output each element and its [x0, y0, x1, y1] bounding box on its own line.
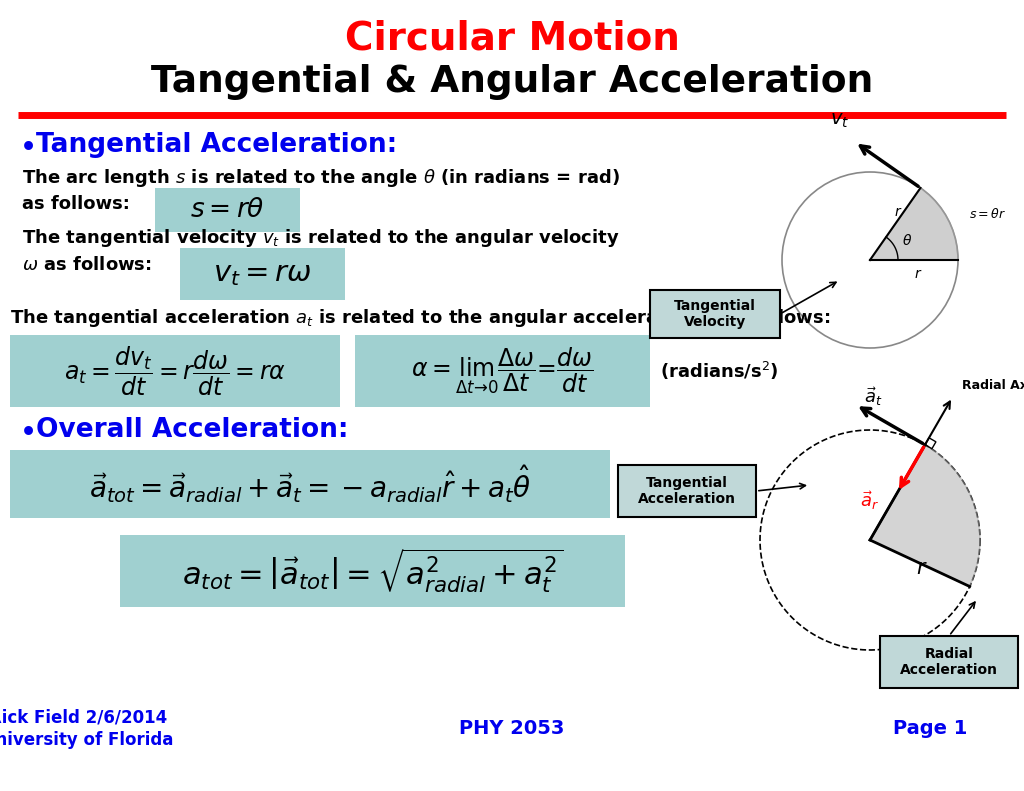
Bar	[618, 465, 756, 517]
Text: $s = \theta r$: $s = \theta r$	[969, 206, 1006, 221]
Text: as follows:: as follows:	[22, 195, 130, 213]
Text: $\vec{a}_t$: $\vec{a}_t$	[863, 385, 883, 408]
Text: $\bullet$: $\bullet$	[18, 131, 34, 160]
Text: $a_{tot} = \left|\vec{a}_{tot}\right| = \sqrt{a_{radial}^2 + a_t^2}$: $a_{tot} = \left|\vec{a}_{tot}\right| = …	[181, 547, 563, 596]
Bar	[880, 636, 1018, 688]
Text: $\vec{a}_r$: $\vec{a}_r$	[860, 489, 879, 512]
Text: Tangential
Acceleration: Tangential Acceleration	[638, 476, 736, 506]
Text: Tangential & Angular Acceleration: Tangential & Angular Acceleration	[151, 64, 873, 100]
Text: Page 1: Page 1	[893, 720, 968, 739]
Text: (radians/s$^2$): (radians/s$^2$)	[660, 360, 778, 382]
Bar	[155, 188, 300, 232]
Bar	[10, 450, 610, 518]
Text: PHY 2053: PHY 2053	[460, 720, 564, 739]
Text: Rick Field 2/6/2014: Rick Field 2/6/2014	[0, 709, 167, 727]
Text: $\bullet$: $\bullet$	[18, 415, 34, 445]
Text: $r$: $r$	[913, 267, 923, 281]
Text: $s = r\theta$: $s = r\theta$	[190, 197, 265, 223]
Bar	[355, 335, 650, 407]
Text: $\theta$: $\theta$	[902, 233, 912, 248]
Text: Radial
Acceleration: Radial Acceleration	[900, 647, 998, 677]
Bar	[10, 335, 340, 407]
Text: $v_t = r\omega$: $v_t = r\omega$	[213, 260, 312, 288]
Text: Tangential Acceleration:: Tangential Acceleration:	[36, 132, 397, 158]
Text: $r$: $r$	[894, 206, 902, 219]
Text: $r$: $r$	[916, 558, 928, 578]
Text: $\alpha = \lim_{\Delta t \to 0}\dfrac{\Delta\omega}{\Delta t} = \dfrac{d\omega}{: $\alpha = \lim_{\Delta t \to 0}\dfrac{\D…	[412, 346, 594, 396]
Bar	[120, 535, 625, 607]
Text: Radial Axis: Radial Axis	[963, 379, 1024, 392]
Bar	[180, 248, 345, 300]
Text: University of Florida: University of Florida	[0, 731, 174, 749]
Text: Overall Acceleration:: Overall Acceleration:	[36, 417, 348, 443]
Text: The tangential velocity $v_t$ is related to the angular velocity: The tangential velocity $v_t$ is related…	[22, 227, 620, 249]
Text: Circular Motion: Circular Motion	[344, 19, 680, 57]
Polygon shape	[870, 188, 958, 260]
Text: $\vec{a}_{tot} = \vec{a}_{radial} + \vec{a}_t = -a_{radial}\hat{r} + a_t\hat{\th: $\vec{a}_{tot} = \vec{a}_{radial} + \vec…	[89, 463, 531, 505]
Text: $v_t$: $v_t$	[830, 111, 850, 130]
Text: Tangential
Velocity: Tangential Velocity	[674, 299, 756, 329]
Polygon shape	[870, 445, 980, 586]
Text: $a_t = \dfrac{dv_t}{dt} = r\dfrac{d\omega}{dt} = r\alpha$: $a_t = \dfrac{dv_t}{dt} = r\dfrac{d\omeg…	[63, 344, 286, 398]
Text: The arc length $s$ is related to the angle $\theta$ (in radians = rad): The arc length $s$ is related to the ang…	[22, 167, 620, 189]
Text: The tangential acceleration $a_t$ is related to the angular acceleration $\alpha: The tangential acceleration $a_t$ is rel…	[10, 307, 830, 329]
Bar	[650, 290, 780, 338]
Text: $\omega$ as follows:: $\omega$ as follows:	[22, 256, 152, 274]
